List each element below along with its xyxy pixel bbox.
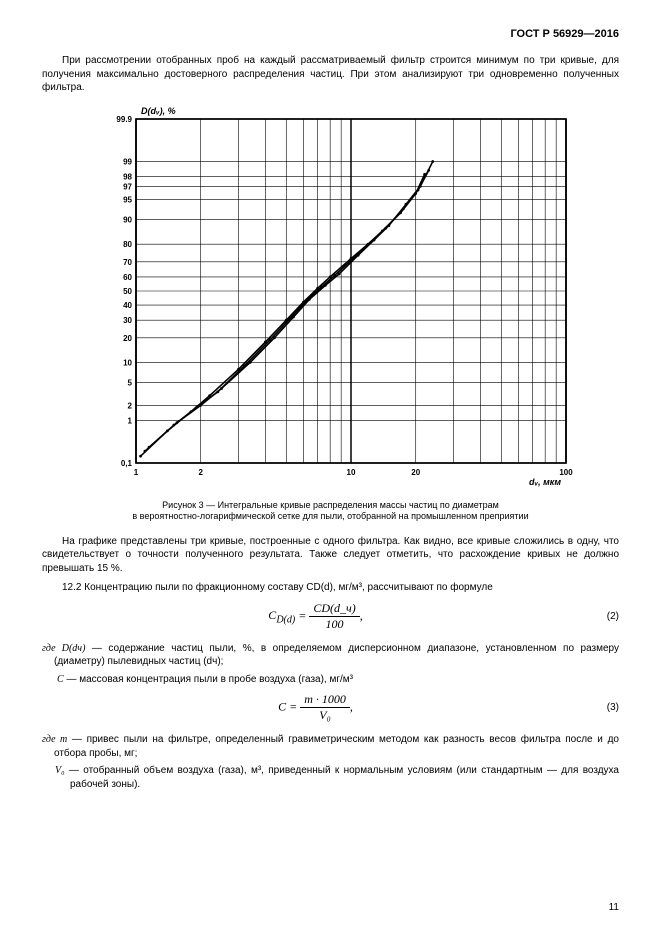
formula3-num: m · 1000 xyxy=(300,692,350,708)
svg-text:2: 2 xyxy=(127,401,132,410)
figure-3-chart: 1210201000,11251020304050607080909597989… xyxy=(42,101,619,494)
formula3-lhs: C = xyxy=(278,700,300,714)
where-V0: V₀ — отобранный объем воздуха (газа), м³… xyxy=(42,764,619,791)
formula2-num: CD(d_ч) xyxy=(309,601,359,617)
txt-C: — массовая концентрация пыли в пробе воз… xyxy=(64,674,353,685)
svg-text:99.9: 99.9 xyxy=(116,115,132,124)
formula2-den: 100 xyxy=(309,617,359,632)
sym-V0: V₀ xyxy=(55,765,65,776)
sym-m: где m xyxy=(42,734,67,745)
svg-text:2: 2 xyxy=(198,468,203,477)
formula-3: C = m · 1000 V₀ , (3) xyxy=(42,692,619,723)
page-number: 11 xyxy=(609,902,619,913)
figure-3-caption: Рисунок 3 — Интегральные кривые распреде… xyxy=(42,500,619,523)
formula-2: CD(d) = CD(d_ч) 100 , (2) xyxy=(42,601,619,632)
svg-text:90: 90 xyxy=(123,215,132,224)
caption-line2: в вероятностно-логарифмической сетке для… xyxy=(132,511,528,521)
where-Ddch: где D(dч) — содержание частиц пыли, %, в… xyxy=(42,642,619,669)
sym-Ddch: где D(dч) xyxy=(42,643,85,654)
svg-text:98: 98 xyxy=(123,172,132,181)
formula3-den: V₀ xyxy=(300,708,350,723)
caption-line1: Рисунок 3 — Интегральные кривые распреде… xyxy=(162,500,499,510)
svg-text:20: 20 xyxy=(123,333,132,342)
svg-text:1: 1 xyxy=(133,468,138,477)
svg-text:10: 10 xyxy=(123,358,132,367)
doc-standard-header: ГОСТ Р 56929—2016 xyxy=(42,28,619,40)
svg-text:1: 1 xyxy=(127,416,132,425)
sym-C: C xyxy=(57,674,64,685)
where-m: где m — привес пыли на фильтре, определе… xyxy=(42,733,619,760)
formula2-number: (2) xyxy=(589,611,619,622)
svg-text:40: 40 xyxy=(123,301,132,310)
svg-text:20: 20 xyxy=(411,468,420,477)
paragraph-curves: На графике представлены три кривые, пост… xyxy=(42,535,619,576)
svg-text:10: 10 xyxy=(346,468,355,477)
txt-Ddch: — содержание частиц пыли, %, в определяе… xyxy=(54,643,619,668)
svg-text:100: 100 xyxy=(559,468,573,477)
svg-text:95: 95 xyxy=(123,195,132,204)
svg-text:0,1: 0,1 xyxy=(120,459,132,468)
paragraph-intro: При рассмотрении отобранных проб на кажд… xyxy=(42,54,619,95)
formula2-lhs: CD(d) = xyxy=(268,608,309,622)
svg-text:30: 30 xyxy=(123,316,132,325)
paragraph-formula-intro: 12.2 Концентрацию пыли по фракционному с… xyxy=(42,581,619,595)
svg-text:5: 5 xyxy=(127,378,132,387)
svg-text:97: 97 xyxy=(123,182,132,191)
svg-text:80: 80 xyxy=(123,240,132,249)
where-C: C — массовая концентрация пыли в пробе в… xyxy=(42,673,619,687)
svg-text:60: 60 xyxy=(123,272,132,281)
svg-text:99: 99 xyxy=(123,157,132,166)
svg-text:D(dᵥ), %: D(dᵥ), % xyxy=(141,106,176,116)
txt-V0: — отобранный объем воздуха (газа), м³, п… xyxy=(65,765,619,790)
svg-text:50: 50 xyxy=(123,287,132,296)
formula3-number: (3) xyxy=(589,702,619,713)
svg-text:dᵥ, мкм: dᵥ, мкм xyxy=(529,477,561,487)
txt-m: — привес пыли на фильтре, определенный г… xyxy=(54,734,619,759)
svg-text:70: 70 xyxy=(123,257,132,266)
